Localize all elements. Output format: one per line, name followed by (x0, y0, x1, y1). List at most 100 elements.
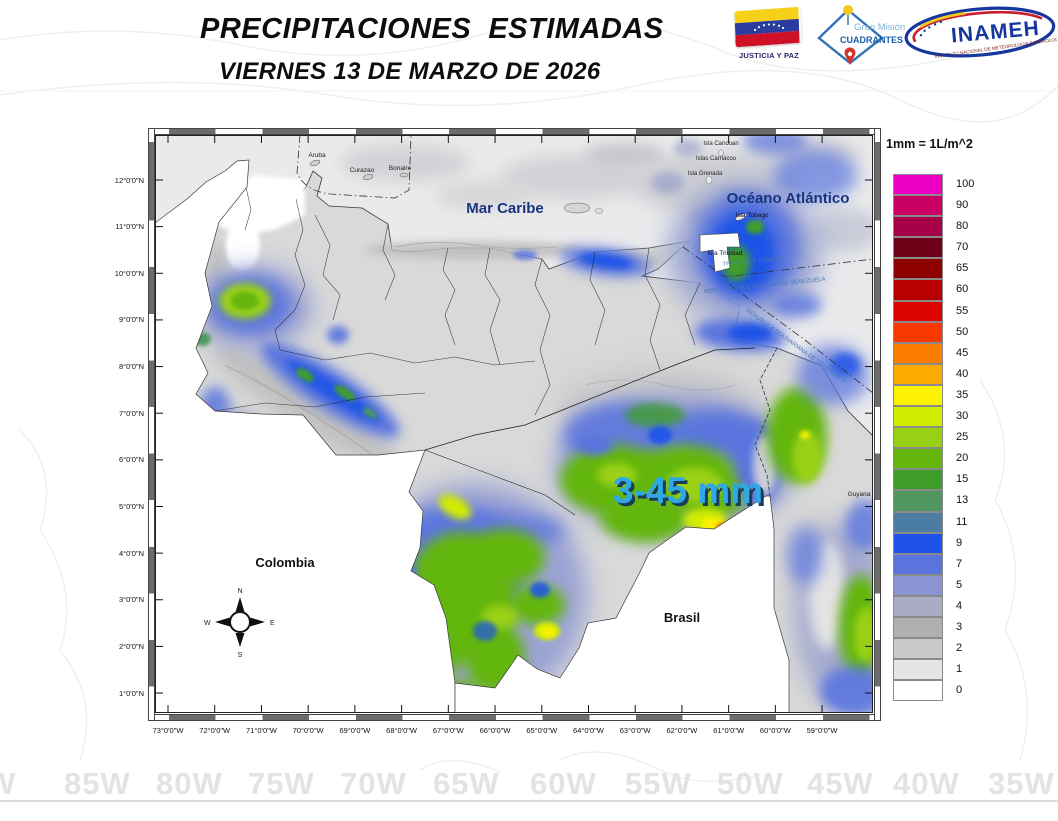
legend-title: 1mm = 1L/m^2 (886, 137, 973, 151)
bg-lon-label: 80W (156, 766, 223, 801)
legend-value: 90 (956, 199, 969, 212)
lon-tick-label: 67°0'0"W (432, 726, 464, 735)
legend-value: 11 (956, 515, 968, 528)
legend-swatch (893, 237, 943, 259)
legend-value: 80 (956, 220, 969, 233)
legend-row: 5 (893, 574, 1003, 596)
aruba-label: Aruba (308, 152, 326, 159)
bg-lon-label: 85W (64, 766, 131, 801)
lon-tick-label: 64°0'0"W (573, 726, 604, 735)
legend-value: 20 (956, 452, 969, 465)
legend-swatch (893, 300, 943, 322)
legend-value: 25 (956, 431, 969, 444)
legend-row: 13 (893, 490, 1003, 512)
lat-tick-label: 2°0'0"N (118, 641, 144, 651)
legend-row: 1 (893, 659, 1003, 681)
legend-row: 11 (893, 511, 1003, 533)
legend-row: 90 (893, 195, 1003, 217)
legend-swatch (893, 553, 943, 575)
compass-w: W (204, 620, 211, 627)
islands (309, 149, 747, 273)
legend-swatch (893, 216, 943, 238)
legend-row: 25 (893, 427, 1003, 449)
map-frame-left (148, 128, 155, 721)
legend-swatch (893, 680, 943, 702)
mar-caribe-label: Mar Caribe (466, 200, 544, 217)
legend-value: 3 (956, 620, 963, 633)
flag-caption: JUSTICIA Y PAZ (738, 51, 800, 60)
lat-tick-label: 8°0'0"N (118, 362, 144, 372)
legend-row: 4 (893, 595, 1003, 617)
amazonas-bolivar-border (424, 449, 576, 516)
state-boundaries (214, 186, 701, 416)
legend-value: 55 (956, 304, 969, 317)
compass-n: N (237, 588, 242, 595)
precip-annotation: 3-45 mm 3-45 mm (613, 470, 766, 514)
legend-swatch (893, 406, 943, 428)
map-frame-bottom (148, 714, 881, 721)
legend-value: 9 (956, 536, 963, 549)
guyana-label: Guyana (848, 491, 871, 498)
isla-grenada-label: Isla Grenada (688, 171, 723, 177)
bg-lon-label: 60W (530, 766, 597, 801)
legend-swatch (893, 174, 943, 196)
legend-value: 5 (956, 578, 963, 591)
compass-s: S (238, 652, 243, 659)
lat-tick-label: 4°0'0"N (118, 548, 144, 558)
legend-row: 2 (893, 638, 1003, 660)
legend-swatch (893, 321, 943, 343)
bg-lon-label: 65W (433, 766, 500, 801)
lat-tick-label: 7°0'0"N (118, 408, 144, 418)
legend-value: 60 (956, 283, 969, 296)
mision-line2: CUADRANTES DE PAZ (840, 35, 918, 45)
legend-swatch (893, 511, 943, 533)
bg-lon-label: 75W (248, 766, 315, 801)
lon-tick-label: 63°0'0"W (619, 726, 651, 735)
lat-tick-label: 10°0'0"N (114, 268, 144, 278)
legend-swatch (893, 342, 943, 364)
page-subtitle: VIERNES 13 DE MARZO DE 2026 (219, 58, 601, 85)
legend-row: 35 (893, 384, 1003, 407)
legend-row: 9 (893, 532, 1003, 554)
lon-tick-label: 59°0'0"W (806, 726, 838, 735)
legend-row: 100 (893, 174, 1003, 196)
essequibo-boundary (754, 347, 778, 497)
legend-row: 45 (893, 342, 1003, 364)
legend-value: 65 (956, 262, 969, 275)
legend-value: 13 (956, 494, 969, 507)
legend-value: 2 (956, 642, 963, 655)
compass-e: E (270, 620, 275, 627)
isla-canouan-label: Isla Canouan (703, 141, 738, 147)
svg-text:3-45 mm: 3-45 mm (616, 473, 766, 514)
legend-row: 15 (893, 469, 1003, 491)
map-frame-top (148, 128, 881, 135)
legend-swatch (893, 659, 943, 681)
legend-swatch (893, 427, 943, 449)
legend-row: 0 (893, 680, 1003, 702)
legend-row: 65 (893, 258, 1003, 280)
legend-value: 50 (956, 325, 969, 338)
bg-lon-label: 45W (807, 766, 874, 801)
legend-swatch (893, 638, 943, 660)
venezuela-flag-logo (734, 6, 801, 51)
map-pin-icon (844, 47, 856, 65)
lon-tick-label: 68°0'0"W (386, 726, 418, 735)
bg-lon-label: 55W (625, 766, 692, 801)
legend-swatch (893, 574, 943, 596)
lon-tick-label: 69°0'0"W (339, 726, 371, 735)
map-frame-right (874, 128, 881, 721)
lat-tick-label: 5°0'0"N (118, 501, 144, 511)
colombia-label: Colombia (255, 555, 315, 570)
lat-tick-label: 11°0'0"N (115, 222, 144, 232)
legend-row: 7 (893, 553, 1003, 575)
isla-tobago-label: Isla Tobago (735, 212, 769, 219)
maritime-boundaries (296, 135, 873, 394)
legend-row: 50 (893, 321, 1003, 343)
precipitation-map: Mar Caribe Océano Atlántico Aruba Curaza… (155, 135, 873, 718)
legend-row: 60 (893, 279, 1003, 301)
legend-row: 30 (893, 406, 1003, 428)
legend-scale: 100 90 80 70 65 60 55 50 45 40 35 30 25 20 15 13 11 9 7 5 4 3… (893, 174, 1003, 702)
orinoco-river-line (424, 347, 756, 451)
islas-carriacou-label: Islas Carriacou (696, 156, 736, 162)
bg-lon-label: 35W (988, 766, 1055, 801)
